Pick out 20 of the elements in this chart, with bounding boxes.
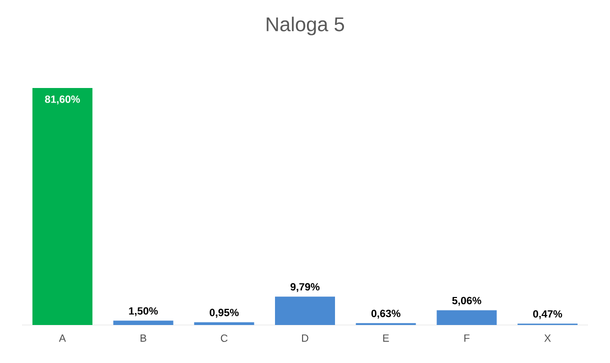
bar [113, 320, 174, 325]
x-tick-label: X [544, 334, 551, 342]
data-label: 1,50% [129, 307, 158, 316]
x-tick-label: B [140, 334, 146, 342]
x-tick-label: E [383, 334, 389, 342]
data-label: 9,79% [290, 283, 320, 292]
data-label: 0,63% [371, 310, 400, 319]
chart-title: Naloga 5 [266, 16, 344, 36]
x-tick-label: A [58, 334, 66, 342]
x-tick-label: C [220, 334, 228, 342]
data-label: 5,06% [452, 296, 482, 306]
data-label: 0,47% [533, 310, 562, 320]
x-tick-label: D [302, 334, 308, 342]
data-label: 81,60% [45, 96, 80, 104]
data-label: 0,95% [210, 308, 239, 318]
bar [436, 310, 497, 325]
bar [275, 296, 336, 325]
x-tick-label: F [464, 334, 470, 342]
bar [194, 322, 254, 325]
bar [32, 88, 92, 325]
